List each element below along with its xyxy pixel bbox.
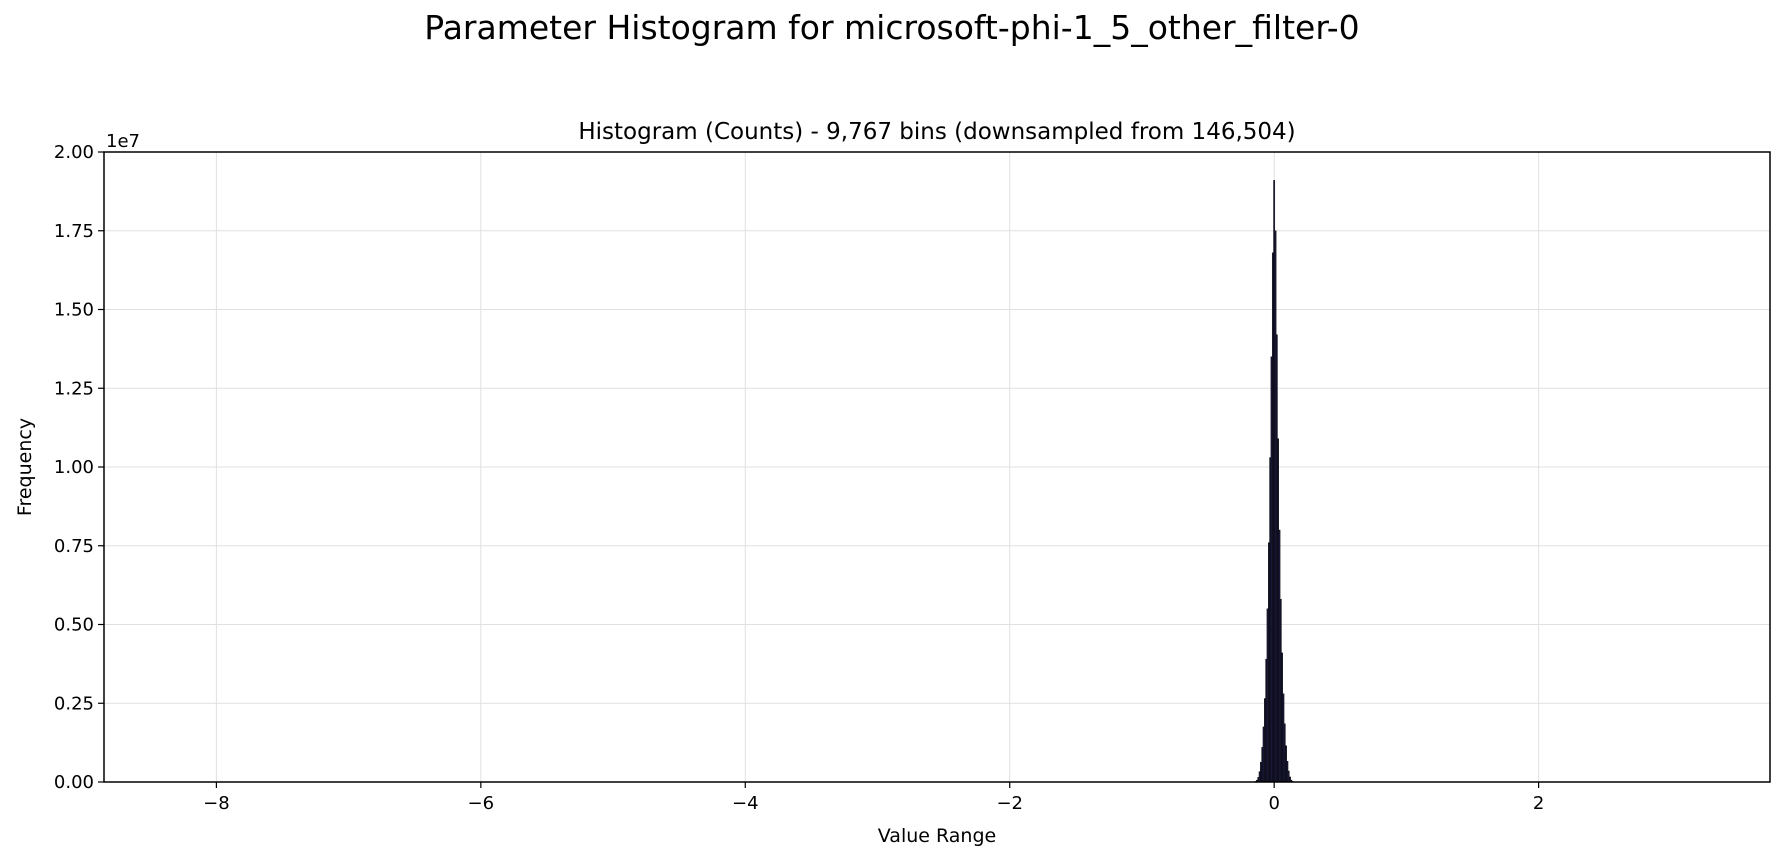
y-tick-label: 0.25 xyxy=(54,693,94,714)
x-tick-label: 0 xyxy=(1268,793,1279,814)
y-tick-label: 1.75 xyxy=(54,221,94,242)
x-tick-label: 2 xyxy=(1533,793,1544,814)
x-tick-label: −6 xyxy=(468,793,495,814)
y-tick-label: 0.50 xyxy=(54,615,94,636)
y-tick-label: 1.50 xyxy=(54,300,94,321)
chart-title: Histogram (Counts) - 9,767 bins (downsam… xyxy=(578,119,1295,145)
x-axis-label: Value Range xyxy=(878,825,996,847)
grid-layer xyxy=(104,151,1770,783)
y-offset-label: 1e7 xyxy=(106,131,140,152)
x-tick-label: −4 xyxy=(732,793,759,814)
bars-layer xyxy=(1254,180,1294,783)
y-axis-label: Frequency xyxy=(14,418,36,516)
y-tick-label: 0.75 xyxy=(54,536,94,557)
y-tick-label: 0.00 xyxy=(54,772,94,793)
y-tick-label: 1.25 xyxy=(54,378,94,399)
x-tick-label: −8 xyxy=(203,793,230,814)
y-tick-label: 1.00 xyxy=(54,457,94,478)
ticks-layer: −8 −6 −4 −2 0 2 0.00 0.25 0.50 0.75 1.00 1.25 1.50 1.… xyxy=(54,142,1544,814)
x-tick-label: −2 xyxy=(996,793,1023,814)
figure-suptitle: Parameter Histogram for microsoft-phi-1_… xyxy=(424,8,1360,47)
y-tick-label: 2.00 xyxy=(54,142,94,163)
